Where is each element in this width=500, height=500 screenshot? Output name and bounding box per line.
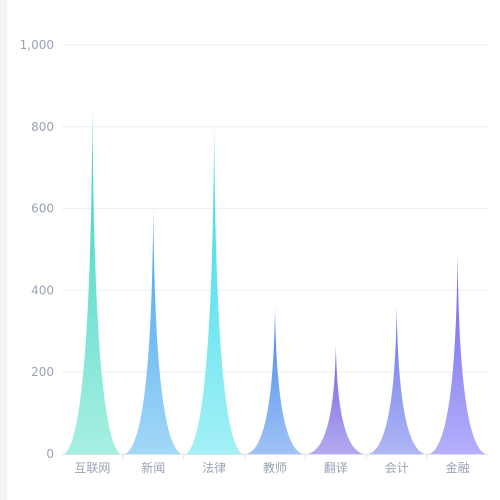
bar-4[interactable] <box>307 345 364 454</box>
y-tick-label: 200 <box>31 365 54 379</box>
y-tick-label: 1,000 <box>20 38 54 52</box>
bar-5[interactable] <box>368 306 425 454</box>
x-axis: 互联网 新闻 法律 教师 翻译 会计 金融 <box>62 454 488 475</box>
y-tick-label: 400 <box>31 283 54 297</box>
bar-3[interactable] <box>247 306 303 454</box>
bars <box>64 106 486 455</box>
x-tick-label: 金融 <box>446 460 470 475</box>
y-axis-labels: 0 200 400 600 800 1,000 <box>20 38 54 461</box>
x-tick-label: 互联网 <box>74 461 110 475</box>
bar-0[interactable] <box>64 106 121 454</box>
y-tick-label: 0 <box>46 447 54 461</box>
x-tick-label: 翻译 <box>324 461 348 475</box>
x-tick-label: 法律 <box>202 461 226 475</box>
bar-6[interactable] <box>429 253 486 454</box>
left-edge-strip <box>0 0 7 500</box>
y-tick-label: 800 <box>31 120 54 134</box>
bar-2[interactable] <box>186 126 243 455</box>
x-tick-label: 会计 <box>385 461 409 475</box>
x-tick-label: 教师 <box>263 460 287 475</box>
y-tick-label: 600 <box>31 202 54 216</box>
x-tick-label: 新闻 <box>141 460 165 475</box>
bar-1[interactable] <box>125 208 182 454</box>
